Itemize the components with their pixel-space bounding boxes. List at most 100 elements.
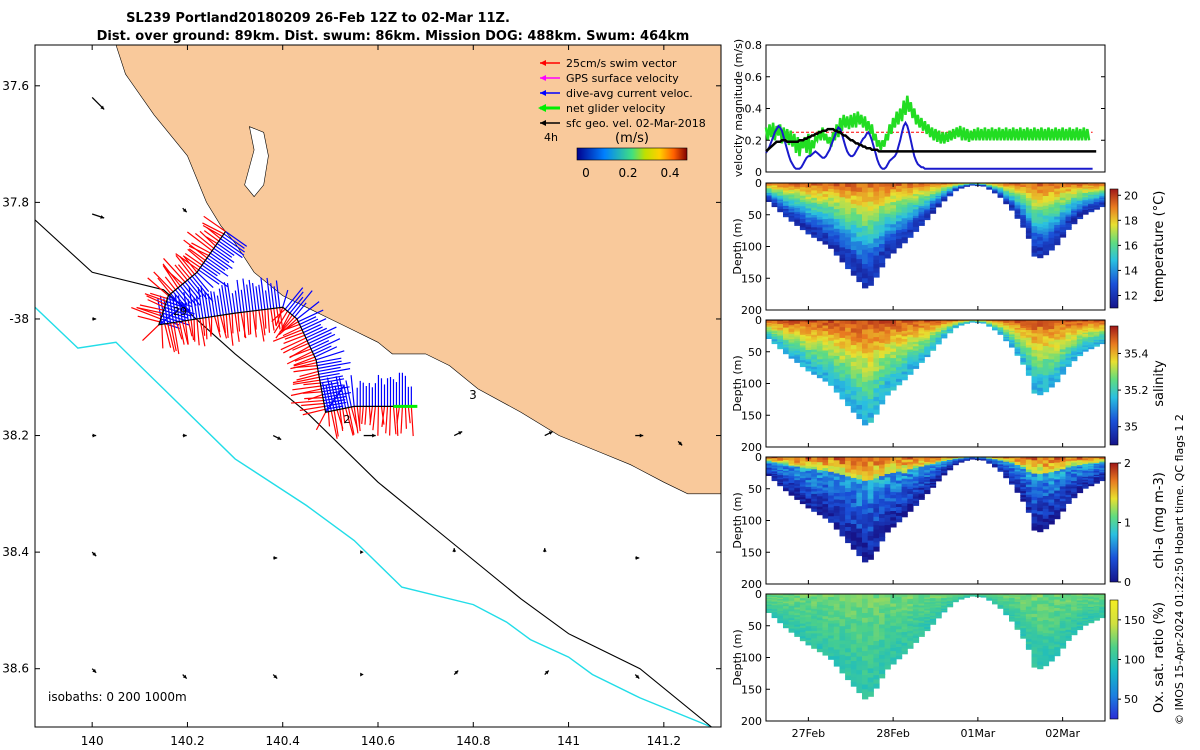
section-xtick-label: 01Mar [960,727,995,740]
velocity-series-line [765,120,1093,170]
isobath-200m [35,219,712,727]
current-vector [452,548,457,553]
section-ytick-label: 200 [741,441,762,454]
map-ytick-label: 37.8 [2,195,29,209]
current-vector [363,433,376,438]
map-ytick-label: 38.2 [2,429,29,443]
island [244,126,269,198]
current-vector [360,550,364,555]
section-ylabel: Depth (m) [731,355,744,411]
colorbar-tick-2: 0.4 [660,166,679,180]
current-vector [634,674,640,679]
swim-vectors [131,215,414,439]
velocity-series-line [764,95,1091,157]
section-ytick-label: 0 [755,588,762,601]
glider-track-group [131,215,418,439]
colorbar-tick-label: 35.4 [1124,347,1149,360]
current-vector [91,97,105,110]
map-xtick-label: 141 [557,734,580,748]
section-ytick-label: 100 [741,241,762,254]
current-vector [273,556,278,560]
velocity-ytick-label: 0.2 [745,134,763,147]
current-vector [544,670,550,675]
section-cells [766,183,1106,289]
current-vector [182,207,188,213]
section-cells [766,457,1106,563]
section-ytick-label: 150 [741,409,762,422]
current-vectors [91,97,683,679]
velocity-ytick-label: 0 [755,166,762,179]
colorbar-label: Ox. sat. ratio (%) [1152,602,1167,713]
isobath-note: isobaths: 0 200 1000m [48,690,187,704]
legend-label-gps: GPS surface velocity [566,72,679,85]
current-vector [182,433,187,438]
current-vector [677,440,683,446]
colorbar-tick-label: 16 [1124,239,1138,252]
current-vector [92,317,97,321]
map-xtick-label: 140 [81,734,104,748]
colorbar-tick-label: 35.2 [1124,384,1149,397]
colorbar-unit: (m/s) [615,131,649,146]
section-ytick-label: 50 [748,209,762,222]
map-title-line1: SL239 Portland20180209 26-Feb 12Z to 02-… [126,11,510,26]
colorbar-tick-label: 150 [1124,614,1145,627]
colorbar-label: chl-a (mg m-3) [1152,472,1167,569]
section-xtick-label: 27Feb [792,727,825,740]
section-ytick-label: 150 [741,546,762,559]
map-ytick-label: -38 [9,312,29,326]
map-legend: 25cm/s swim vector GPS surface velocity … [538,57,706,180]
section-colorbar [1109,325,1119,446]
section-ylabel: Depth (m) [731,492,744,548]
current-vector [453,430,463,437]
section-panel-5: 0 50 100 150 200 27Feb 28Feb 01Mar 02Mar Depth (m… [731,588,1167,740]
section-ytick-label: 100 [741,652,762,665]
legend-item-dive-avg: dive-avg current veloc. [540,87,693,100]
section-ytick-label: 100 [741,515,762,528]
colorbar-tick-label: 14 [1124,264,1138,277]
section-colorbar [1109,188,1119,309]
colorbar-tick-0: 0 [582,166,590,180]
velocity-colorbar [576,147,688,161]
colorbar-tick-label: 50 [1124,693,1138,706]
section-ytick-label: 150 [741,683,762,696]
current-vector [91,551,97,557]
colorbar-label: salinity [1152,360,1167,407]
annotation-2: 2 [344,413,351,426]
colorbar-tick-label: 20 [1124,189,1138,202]
current-vector [272,674,278,679]
section-xtick-label: 02Mar [1045,727,1080,740]
velocity-ytick-label: 0.6 [745,71,763,84]
current-vector [91,668,97,674]
section-ytick-label: 150 [741,272,762,285]
colorbar-tick-label: 2 [1124,457,1131,470]
legend-label-dive-avg: dive-avg current veloc. [566,87,693,100]
section-xtick-label: 28Feb [876,727,909,740]
section-colorbar [1109,462,1119,583]
colorbar-label: temperature (°C) [1152,191,1167,303]
section-ytick-label: 50 [748,483,762,496]
colorbar-tick-label: 100 [1124,654,1145,667]
current-vector [542,548,547,553]
legend-label-swim: 25cm/s swim vector [566,57,677,70]
section-ytick-label: 200 [741,578,762,591]
section-ytick-label: 0 [755,314,762,327]
colorbar-tick-label: 12 [1124,289,1138,302]
map-ytick-label: 38.6 [2,662,29,676]
velocity-ticks: 0 0.2 0.4 0.6 0.8 [745,39,1105,179]
map-title-line2: Dist. over ground: 89km. Dist. swum: 86k… [97,29,690,44]
velocity-ytick-label: 0.8 [745,39,763,52]
glider-track [157,231,412,413]
legend-item-gps: GPS surface velocity [540,72,679,85]
section-ytick-label: 50 [748,620,762,633]
legend-label-net: net glider velocity [566,102,666,115]
colorbar-tick-label: 35 [1124,421,1138,434]
footer-credit: © IMOS 15-Apr-2024 01:22:50 Hobart time.… [1173,414,1186,725]
map-xtick-label: 141.2 [647,734,681,748]
current-vector [272,434,282,441]
section-ylabel: Depth (m) [731,629,744,685]
legend-label-sfc-geo: sfc geo. vel. 02-Mar-2018 [566,117,706,130]
map-ytick-label: 38.4 [2,545,29,559]
